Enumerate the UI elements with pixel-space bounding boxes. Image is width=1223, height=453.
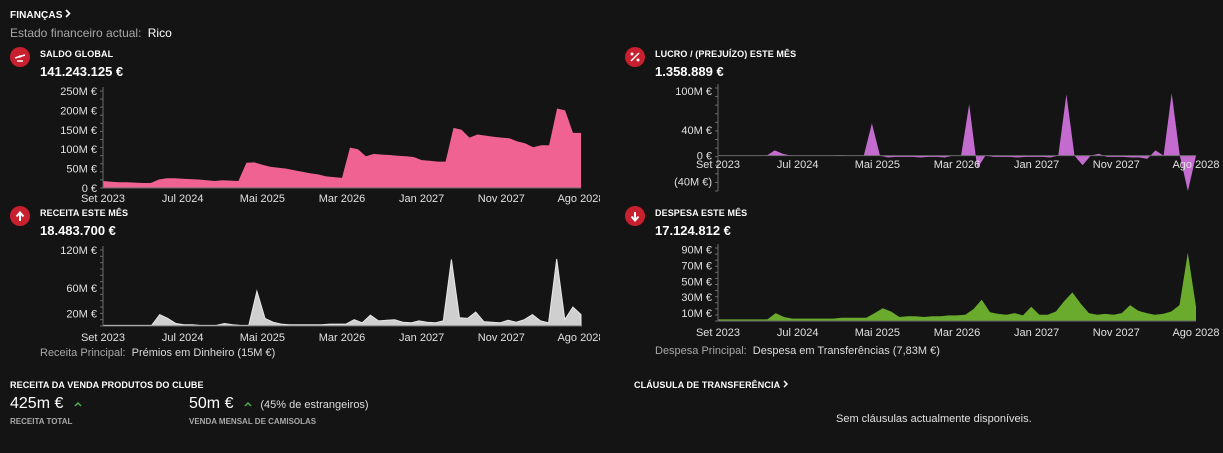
despesa-area <box>718 252 1196 321</box>
despesa-y-tick-label: 70M € <box>681 260 712 272</box>
lucro-x-tick-label: Mar 2026 <box>934 159 980 171</box>
saldo-x-tick-label: Set 2023 <box>81 193 125 205</box>
chevron-right-icon <box>65 9 72 18</box>
caret-up-icon <box>244 401 252 407</box>
saldo-x-tick-label: Jan 2027 <box>399 193 444 205</box>
clause-header[interactable]: CLÁUSULA DE TRANSFERÊNCIA <box>634 380 789 390</box>
receita-x-tick-label: Nov 2027 <box>478 332 525 344</box>
receita-footnote-value: Prémios em Dinheiro (15M €) <box>131 347 276 359</box>
finance-header[interactable]: FINANÇAS <box>10 9 72 21</box>
saldo-title: SALDO GLOBAL <box>40 49 114 59</box>
despesa-x-tick-label: Mar 2026 <box>934 327 980 339</box>
despesa-value: 17.124.812 € <box>655 223 731 238</box>
saldo-x-tick-label: Ago 2028 <box>557 193 600 205</box>
despesa-footnote-label: Despesa Principal: <box>655 345 747 357</box>
receita-x-tick-label: Set 2023 <box>81 332 125 344</box>
lucro-y-tick-label: 100M € <box>675 86 712 98</box>
lucro-y-tick-label: 40M € <box>681 125 712 137</box>
despesa-title: DESPESA ESTE MÊS <box>655 208 748 218</box>
lucro-x-tick-label: Jul 2024 <box>777 159 819 171</box>
merch-total: 425m € <box>10 395 82 413</box>
saldo-value: 141.243.125 € <box>40 64 124 79</box>
receita-x-tick-label: Jul 2024 <box>162 332 204 344</box>
despesa-y-tick-label: 90M € <box>681 245 712 257</box>
saldo-y-tick-label: 200M € <box>60 105 97 117</box>
merch-total-label: RECEITA TOTAL <box>10 417 73 426</box>
merch-title: RECEITA DA VENDA PRODUTOS DO CLUBE <box>10 380 204 390</box>
receita-x-tick-label: Mar 2026 <box>319 332 365 344</box>
receita-x-tick-label: Ago 2028 <box>557 332 600 344</box>
receita-value: 18.483.700 € <box>40 223 116 238</box>
saldo-y-tick-label: 150M € <box>60 125 97 137</box>
merch-shirts-label: VENDA MENSAL DE CAMISOLAS <box>189 417 317 426</box>
financial-status-value: Rico <box>147 26 172 40</box>
receita-area <box>102 258 582 327</box>
receita-x-tick-label: Mai 2025 <box>240 332 285 344</box>
lucro-y-tick-label: 0 € <box>697 151 712 163</box>
receita-title: RECEITA ESTE MÊS <box>40 208 129 218</box>
receita-y-tick-label: 20M € <box>66 308 97 320</box>
financial-status: Estado financeiro actual: Rico <box>10 26 172 40</box>
saldo-y-tick-label: 100M € <box>60 144 97 156</box>
lucro-x-tick-label: Mai 2025 <box>855 159 900 171</box>
lucro-value: 1.358.889 € <box>655 64 724 79</box>
lucro-title: LUCRO / (PREJUÍZO) ESTE MÊS <box>655 49 797 59</box>
financial-status-label: Estado financeiro actual: <box>10 26 142 40</box>
saldo-area <box>103 108 581 188</box>
merch-shirts-value: 50m € <box>189 395 234 412</box>
clause-title[interactable]: CLÁUSULA DE TRANSFERÊNCIA <box>634 380 781 390</box>
clause-empty-text: Sem cláusulas actualmente disponíveis. <box>836 413 1032 425</box>
despesa-chart: 10M € 30M € 50M € 70M € 90M € Set 2023 Jul 202… <box>681 244 1220 339</box>
arrow-down-icon <box>625 206 645 226</box>
percent-icon <box>625 47 645 67</box>
saldo-x-tick-label: Mai 2025 <box>240 193 285 205</box>
merch-shirts: 50m € (45% de estrangeiros) <box>189 395 369 413</box>
despesa-x-tick-label: Jul 2024 <box>777 327 819 339</box>
saldo-chart: 0 € 50M € 100M € 150M € 200M € 250M € Set 2023… <box>60 86 600 205</box>
receita-chart: 20M € 60M € 120M € Set 2023 Jul 2024 Mai 2025… <box>60 245 600 344</box>
arrow-up-icon <box>10 206 30 226</box>
despesa-x-tick-label: Mai 2025 <box>855 327 900 339</box>
lucro-chart: 100M € 40M € 0 € (40M €) Set 2023 Jul 2024 Mai… <box>674 84 1220 192</box>
scale-icon <box>10 47 30 67</box>
receita-footnote: Receita Principal: Prémios em Dinheiro (… <box>40 347 275 359</box>
lucro-y-tick-label: (40M €) <box>674 176 712 188</box>
saldo-x-tick-label: Mar 2026 <box>319 193 365 205</box>
receita-footnote-label: Receita Principal: <box>40 347 126 359</box>
saldo-y-tick-label: 250M € <box>60 86 97 98</box>
despesa-x-tick-label: Ago 2028 <box>1172 327 1219 339</box>
chevron-right-icon <box>783 380 789 388</box>
despesa-x-tick-label: Nov 2027 <box>1093 327 1140 339</box>
lucro-x-tick-label: Set 2023 <box>696 159 740 171</box>
receita-y-tick-label: 60M € <box>66 283 97 295</box>
saldo-x-tick-label: Nov 2027 <box>478 193 525 205</box>
despesa-y-tick-label: 30M € <box>681 292 712 304</box>
despesa-footnote-value: Despesa em Transferências (7,83M €) <box>752 345 940 357</box>
saldo-x-tick-label: Jul 2024 <box>162 193 204 205</box>
lucro-x-tick-label: Jan 2027 <box>1014 159 1059 171</box>
lucro-x-tick-label: Ago 2028 <box>1172 159 1219 171</box>
despesa-y-tick-label: 50M € <box>681 276 712 288</box>
lucro-x-tick-label: Nov 2027 <box>1093 159 1140 171</box>
receita-y-tick-label: 120M € <box>60 245 97 257</box>
caret-up-icon <box>74 401 82 407</box>
despesa-y-tick-label: 10M € <box>681 308 712 320</box>
merch-shirts-note: (45% de estrangeiros) <box>260 399 369 411</box>
merch-total-value: 425m € <box>10 395 64 412</box>
saldo-y-tick-label: 0 € <box>82 183 97 195</box>
despesa-footnote: Despesa Principal: Despesa em Transferên… <box>655 345 940 357</box>
finance-title[interactable]: FINANÇAS <box>10 10 63 21</box>
despesa-x-tick-label: Jan 2027 <box>1014 327 1059 339</box>
receita-x-tick-label: Jan 2027 <box>399 332 444 344</box>
lucro-area <box>718 93 1196 191</box>
saldo-y-tick-label: 50M € <box>66 164 97 176</box>
despesa-x-tick-label: Set 2023 <box>696 327 740 339</box>
